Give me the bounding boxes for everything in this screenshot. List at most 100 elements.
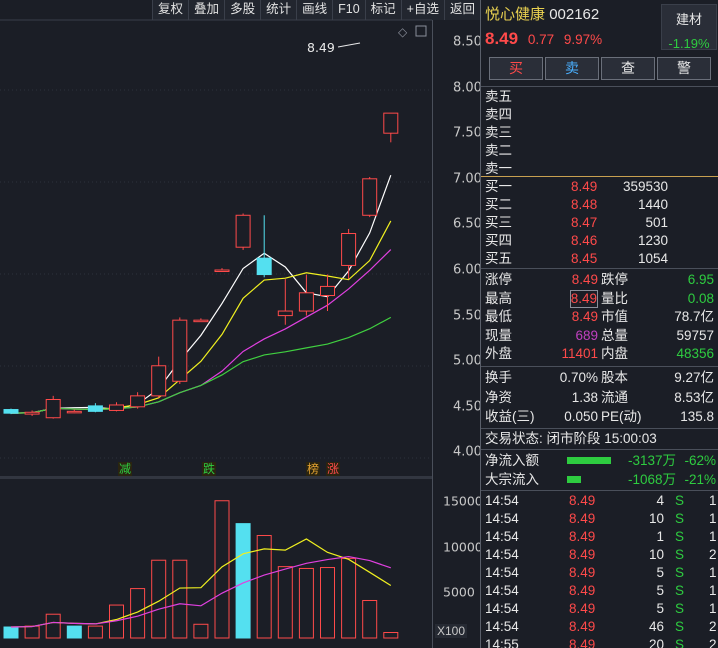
stat-value: 135.8 [680, 409, 714, 424]
candle-10[interactable] [214, 268, 230, 272]
flow-bar [567, 457, 611, 464]
buy-level-row: 买二 8.48 1440 [485, 196, 718, 214]
volume-bar-8[interactable] [172, 559, 188, 639]
sector-change: -1.19% [668, 36, 710, 51]
volume-bar-2[interactable] [45, 613, 61, 639]
volume-bar-1[interactable] [24, 625, 40, 639]
stat-value: 8.53亿 [674, 389, 714, 405]
toolbar-item-7[interactable]: +自选 [400, 0, 444, 20]
tick-row: 14:54 8.49 5 S 1 [485, 582, 718, 600]
tick-side: S [675, 565, 685, 580]
volume-bar-0[interactable] [3, 626, 19, 639]
event-marker: 榜 [306, 462, 321, 476]
volume-bar-10[interactable] [214, 500, 230, 639]
candle-8[interactable] [172, 317, 188, 384]
sell-button[interactable]: 卖 [545, 57, 599, 80]
candle-17[interactable] [362, 176, 378, 218]
stat-label: 股本 [601, 370, 628, 385]
stat-label: 收益(三) [485, 409, 535, 424]
volume-bar-16[interactable] [341, 557, 357, 639]
candle-18[interactable] [383, 112, 399, 143]
buy-level-label: 买一 [485, 179, 512, 194]
candle-5[interactable] [109, 402, 124, 412]
event-marker: 涨 [326, 462, 341, 476]
price-change-pct: 9.97% [563, 32, 603, 47]
buy-button[interactable]: 买 [489, 57, 543, 80]
toolbar-item-1[interactable]: 叠加 [188, 0, 225, 20]
stat-value: 11401 [561, 346, 598, 361]
toolbar-item-3[interactable]: 统计 [260, 0, 297, 20]
buy-level-label: 买三 [485, 215, 512, 230]
sell-level-label: 卖三 [485, 125, 512, 140]
volume-bar-9[interactable] [193, 623, 209, 639]
volume-bar-13[interactable] [277, 566, 293, 639]
stat-label: 量比 [601, 290, 628, 306]
volume-bar-15[interactable] [320, 567, 335, 639]
tick-price: 8.49 [569, 583, 596, 598]
candle-14[interactable] [298, 274, 314, 316]
price-tick-label: 4.00 [453, 444, 482, 460]
stock-code: 002162 [549, 6, 600, 23]
candle-7[interactable] [151, 356, 167, 398]
buy-level-label: 买二 [485, 197, 512, 212]
stat-label: 市值 [601, 309, 628, 324]
candle-11[interactable] [235, 213, 251, 250]
stat-value: 48356 [676, 346, 714, 361]
volume-chart[interactable] [0, 478, 432, 648]
candle-1[interactable] [24, 410, 40, 416]
candle-3[interactable] [66, 409, 82, 414]
candle-16[interactable] [341, 228, 357, 280]
candle-4[interactable] [87, 403, 103, 413]
candle-9[interactable] [193, 318, 209, 323]
diamond-icon[interactable]: ◇ [398, 25, 408, 39]
toolbar-item-5[interactable]: F10 [332, 0, 365, 20]
buy-level-volume: 1054 [637, 251, 668, 266]
window-toggle-icon[interactable] [415, 25, 427, 37]
buy-level-label: 买五 [485, 251, 512, 266]
candle-6[interactable] [130, 392, 146, 409]
volume-bar-18[interactable] [383, 632, 399, 639]
candle-0[interactable] [3, 408, 19, 415]
volume-tick-label: 5000 [443, 584, 475, 600]
sector-box[interactable]: 建材 -1.19% [661, 4, 717, 51]
volume-bar-12[interactable] [256, 535, 272, 639]
tick-row: 14:54 8.49 4 S 1 [485, 492, 718, 510]
toolbar-item-0[interactable]: 复权 [152, 0, 189, 20]
tick-row: 14:54 8.49 10 S 1 [485, 510, 718, 528]
candle-13[interactable] [277, 279, 293, 325]
alert-button[interactable]: 警 [657, 57, 711, 80]
volume-bar-3[interactable] [66, 625, 82, 639]
stat-row: 现量 689 总量 59757 [485, 327, 718, 345]
ma-line [10, 220, 392, 414]
stat-value: 78.7亿 [674, 309, 714, 324]
candle-15[interactable] [320, 274, 335, 312]
candle-2[interactable] [45, 395, 61, 419]
stock-name: 悦心健康 [485, 6, 546, 23]
stat-label: 净资 [485, 389, 512, 405]
tick-price: 8.49 [569, 637, 596, 648]
toolbar-item-2[interactable]: 多股 [224, 0, 261, 20]
ma-line [10, 316, 392, 414]
candle-12[interactable] [256, 215, 272, 278]
stat-row: 净资 1.38 流通 8.53亿 [485, 389, 718, 407]
toolbar-item-4[interactable]: 画线 [296, 0, 333, 20]
tick-price: 8.49 [569, 529, 596, 544]
query-button[interactable]: 查 [601, 57, 655, 80]
volume-bar-7[interactable] [151, 559, 167, 639]
volume-bar-14[interactable] [298, 567, 314, 639]
stat-value: 8.49 [571, 309, 598, 324]
tick-row: 14:54 8.49 5 S 1 [485, 564, 718, 582]
chart-area[interactable]: 复权 叠加 多股 统计 画线 F10 标记 +自选 返回 8.49 ◇ 8.50 8.00 7.50 7… [0, 0, 483, 648]
event-marker: 跌 [202, 462, 217, 476]
tick-time: 14:55 [485, 637, 519, 648]
tick-extra: 1 [709, 511, 717, 526]
volume-bar-4[interactable] [87, 625, 103, 639]
tick-volume: 5 [656, 583, 664, 598]
tick-volume: 4 [656, 493, 664, 508]
tick-time: 14:54 [485, 547, 519, 562]
sell-level-label: 卖二 [485, 143, 512, 158]
candlestick-chart[interactable]: 8.49 ◇ [0, 0, 432, 478]
toolbar-item-6[interactable]: 标记 [364, 0, 401, 20]
toolbar-item-8[interactable]: 返回 [443, 0, 480, 20]
volume-bar-17[interactable] [362, 599, 378, 639]
